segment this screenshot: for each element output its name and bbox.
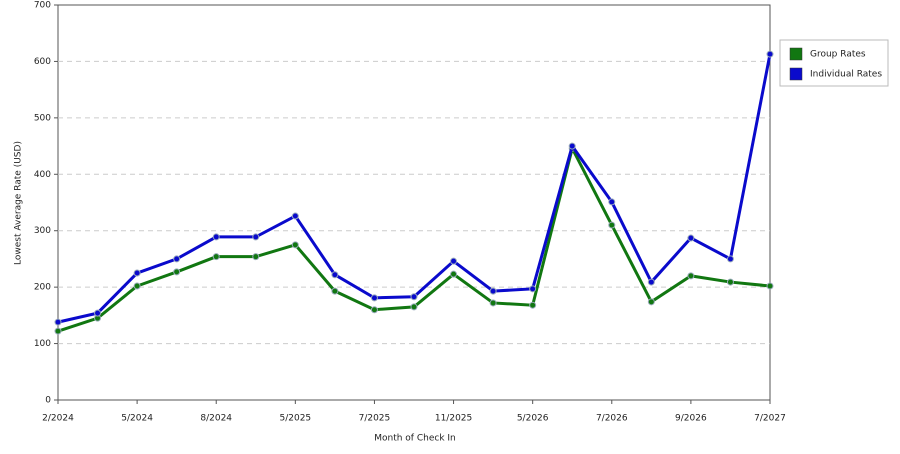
point	[489, 299, 497, 307]
point	[647, 278, 655, 286]
point	[450, 257, 458, 265]
plot-area	[57, 4, 771, 401]
point	[212, 233, 220, 241]
y-tick-label: 500	[34, 113, 51, 123]
y-tick-label: 300	[34, 226, 51, 236]
point	[568, 142, 576, 150]
point	[173, 268, 181, 276]
point	[331, 287, 339, 295]
point	[370, 294, 378, 302]
point	[647, 298, 655, 306]
x-tick-label: 5/2025	[279, 414, 311, 424]
point	[133, 269, 141, 277]
point	[726, 278, 734, 286]
point	[608, 221, 616, 229]
point	[410, 303, 418, 311]
y-tick-label: 100	[34, 339, 51, 349]
point	[252, 233, 260, 241]
point	[410, 293, 418, 301]
x-tick-label: 9/2026	[675, 414, 707, 424]
y-axis-title: Lowest Average Rate (USD)	[14, 141, 24, 265]
x-tick-label: 8/2024	[200, 414, 232, 424]
y-tick-label: 700	[34, 1, 51, 11]
legend-label: Group Rates	[810, 50, 866, 60]
legend-label: Individual Rates	[810, 70, 882, 80]
point	[766, 282, 774, 290]
point	[212, 253, 220, 261]
point	[370, 306, 378, 314]
point	[529, 301, 537, 309]
point	[54, 318, 62, 326]
y-tick-label: 0	[45, 396, 51, 406]
point	[450, 270, 458, 278]
legend-swatch	[789, 67, 803, 81]
point	[252, 253, 260, 261]
x-tick-label: 2/2024	[42, 414, 74, 424]
point	[766, 50, 774, 58]
x-tick-label: 7/2025	[359, 414, 391, 424]
x-axis-title: Month of Check In	[374, 434, 456, 444]
point	[54, 327, 62, 335]
point	[687, 234, 695, 242]
y-tick-label: 200	[34, 283, 51, 293]
x-tick-label: 11/2025	[435, 414, 472, 424]
point	[331, 271, 339, 279]
point	[726, 255, 734, 263]
x-tick-label: 7/2027	[754, 414, 786, 424]
point	[489, 287, 497, 295]
point	[173, 255, 181, 263]
point	[529, 285, 537, 293]
point	[133, 282, 141, 290]
point	[291, 212, 299, 220]
x-tick-label: 5/2026	[517, 414, 549, 424]
point	[291, 241, 299, 249]
y-tick-label: 600	[34, 57, 51, 67]
legend-swatch	[789, 47, 803, 61]
point	[94, 309, 102, 317]
x-tick-label: 5/2024	[121, 414, 153, 424]
point	[608, 198, 616, 206]
point	[687, 272, 695, 280]
x-tick-label: 7/2026	[596, 414, 628, 424]
y-tick-label: 400	[34, 170, 51, 180]
